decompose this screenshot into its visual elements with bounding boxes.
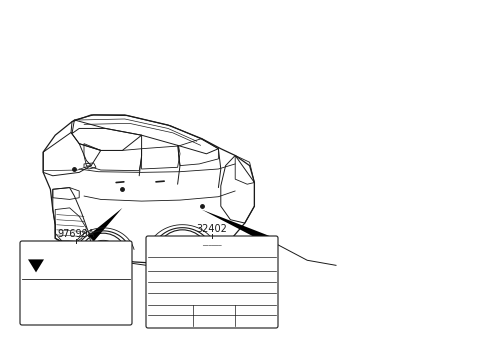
- Polygon shape: [202, 210, 270, 244]
- FancyBboxPatch shape: [146, 236, 278, 328]
- Polygon shape: [28, 259, 44, 272]
- FancyBboxPatch shape: [20, 241, 132, 325]
- Polygon shape: [88, 208, 122, 241]
- Text: 97699A: 97699A: [57, 229, 95, 239]
- Text: 32402: 32402: [197, 224, 228, 234]
- Text: ━━━━━━: ━━━━━━: [202, 243, 222, 248]
